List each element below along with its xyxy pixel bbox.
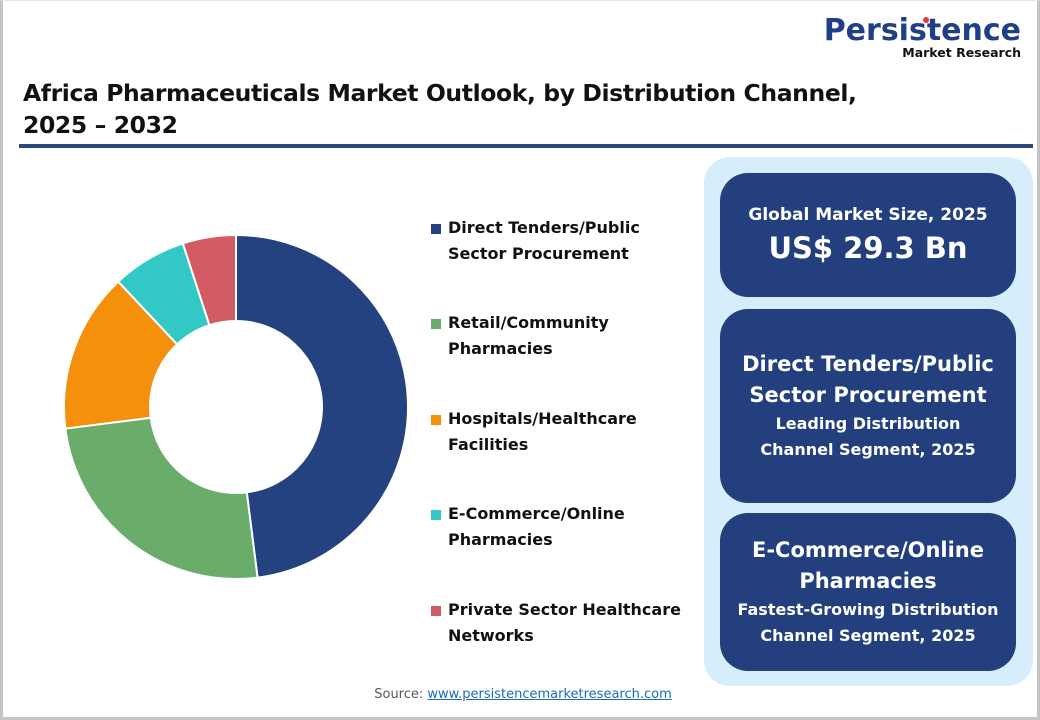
legend-label: Direct Tenders/Public <box>448 218 640 237</box>
leading-segment-card: Direct Tenders/Public Sector Procurement… <box>720 309 1016 503</box>
leading-segment-name: Direct Tenders/Public <box>742 352 994 376</box>
chart-title-line-1: Africa Pharmaceuticals Market Outlook, b… <box>23 79 857 107</box>
market-size-card: Global Market Size, 2025 US$ 29.3 Bn <box>720 173 1016 297</box>
legend-label: E-Commerce/Online <box>448 504 625 523</box>
source-link[interactable]: www.persistencemarketresearch.com <box>427 687 672 702</box>
legend-label: Private Sector Healthcare <box>448 600 681 619</box>
source-line: Source: www.persistencemarketresearch.co… <box>3 687 1040 702</box>
market-size-value: US$ 29.3 Bn <box>768 231 968 265</box>
logo-tagline: Market Research <box>902 45 1021 60</box>
legend-swatch-icon <box>431 606 441 616</box>
donut-slice <box>235 233 410 579</box>
donut-slice <box>64 416 259 580</box>
fastest-segment-name: Pharmacies <box>799 569 937 593</box>
legend-swatch-icon <box>431 224 441 234</box>
legend-label: Retail/Community <box>448 313 609 332</box>
legend-label: Pharmacies <box>448 339 553 358</box>
logo-wordmark: Persistence <box>823 13 1021 48</box>
legend-swatch-icon <box>431 510 441 520</box>
source-label: Source: <box>374 687 428 702</box>
fastest-segment-caption: Channel Segment, 2025 <box>760 626 976 645</box>
leading-segment-caption: Channel Segment, 2025 <box>760 440 976 459</box>
logo-dot-icon <box>922 17 929 23</box>
fastest-segment-name: E-Commerce/Online <box>751 538 984 562</box>
fastest-segment-caption: Fastest-Growing Distribution <box>737 600 999 619</box>
legend-label: Sector Procurement <box>448 244 629 263</box>
legend-swatch-icon <box>431 319 441 329</box>
legend-label: Hospitals/Healthcare <box>448 409 637 428</box>
persistence-logo: Persistence Market Research <box>824 15 1021 60</box>
market-size-label: Global Market Size, 2025 <box>748 205 988 225</box>
key-stats-panel: Global Market Size, 2025 US$ 29.3 Bn Dir… <box>704 157 1033 686</box>
chart-title: Africa Pharmaceuticals Market Outlook, b… <box>23 77 923 141</box>
leading-segment-caption: Leading Distribution <box>775 414 961 433</box>
donut-slice <box>181 233 237 327</box>
title-divider <box>19 144 1033 148</box>
chart-title-line-2: 2025 – 2032 <box>23 111 178 139</box>
legend-swatch-icon <box>431 415 441 425</box>
legend-label: Facilities <box>448 435 529 454</box>
fastest-growing-card: E-Commerce/Online Pharmacies Fastest-Gro… <box>720 513 1016 671</box>
legend-label: Pharmacies <box>448 530 553 549</box>
leading-segment-name: Sector Procurement <box>749 383 987 407</box>
donut-chart <box>63 233 410 580</box>
legend-label: Networks <box>448 626 534 645</box>
